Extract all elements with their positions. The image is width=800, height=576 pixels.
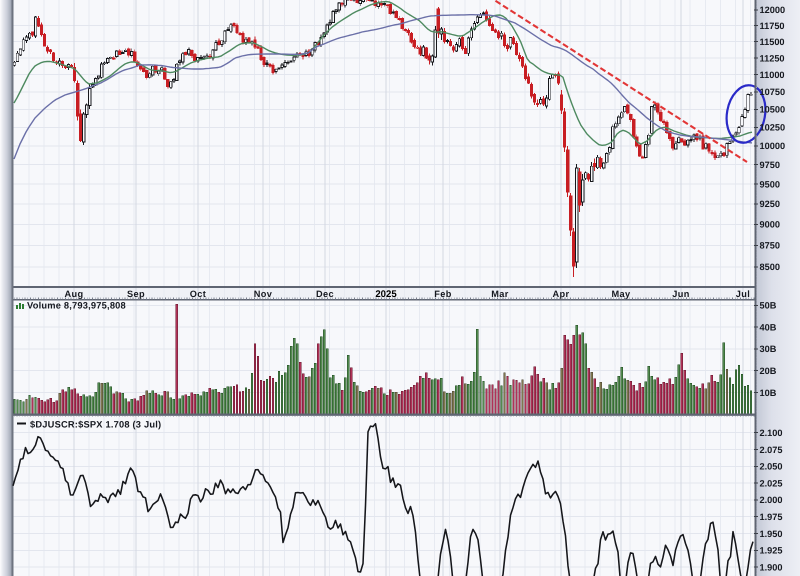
svg-text:9000: 9000 (760, 220, 780, 230)
svg-text:Jun: Jun (672, 289, 690, 299)
svg-text:Sep: Sep (127, 289, 145, 299)
svg-text:2.000: 2.000 (760, 495, 783, 505)
svg-text:Volume 8,793,975,808: Volume 8,793,975,808 (27, 301, 126, 311)
svg-text:Nov: Nov (254, 289, 273, 299)
svg-text:2.025: 2.025 (760, 478, 783, 488)
svg-text:40B: 40B (760, 322, 777, 332)
svg-text:1.925: 1.925 (760, 546, 783, 556)
svg-text:11000: 11000 (760, 70, 785, 80)
svg-text:9750: 9750 (760, 160, 780, 170)
svg-text:9250: 9250 (760, 199, 780, 209)
svg-text:Oct: Oct (190, 289, 207, 299)
svg-text:$DJUSCR:$SPX 1.708 (3 Jul): $DJUSCR:$SPX 1.708 (3 Jul) (30, 419, 161, 429)
svg-text:Dec: Dec (316, 289, 334, 299)
svg-text:Mar: Mar (491, 289, 509, 299)
svg-text:11750: 11750 (760, 21, 785, 31)
svg-text:30B: 30B (760, 344, 777, 354)
svg-text:1.975: 1.975 (760, 512, 783, 522)
svg-text:50B: 50B (760, 301, 777, 311)
svg-text:9500: 9500 (760, 179, 780, 189)
svg-text:May: May (611, 289, 631, 299)
svg-text:2.050: 2.050 (760, 462, 783, 472)
svg-text:Jul: Jul (736, 289, 750, 299)
svg-text:2.075: 2.075 (760, 445, 783, 455)
svg-text:2.100: 2.100 (760, 428, 783, 438)
svg-text:10750: 10750 (760, 87, 786, 97)
svg-text:8500: 8500 (760, 262, 780, 272)
svg-text:2025: 2025 (375, 289, 397, 300)
svg-text:Aug: Aug (64, 289, 83, 299)
svg-text:12000: 12000 (760, 5, 786, 15)
svg-text:1.950: 1.950 (760, 529, 783, 539)
svg-text:10B: 10B (760, 388, 777, 398)
svg-text:8750: 8750 (760, 241, 780, 251)
svg-text:10000: 10000 (760, 141, 786, 151)
svg-text:11500: 11500 (760, 37, 785, 47)
svg-text:10250: 10250 (760, 123, 786, 133)
svg-text:Feb: Feb (434, 289, 452, 299)
svg-text:20B: 20B (760, 366, 777, 376)
svg-text:1.900: 1.900 (760, 562, 783, 572)
svg-text:10500: 10500 (760, 105, 786, 115)
svg-text:11250: 11250 (760, 53, 785, 63)
svg-text:Apr: Apr (552, 289, 569, 299)
